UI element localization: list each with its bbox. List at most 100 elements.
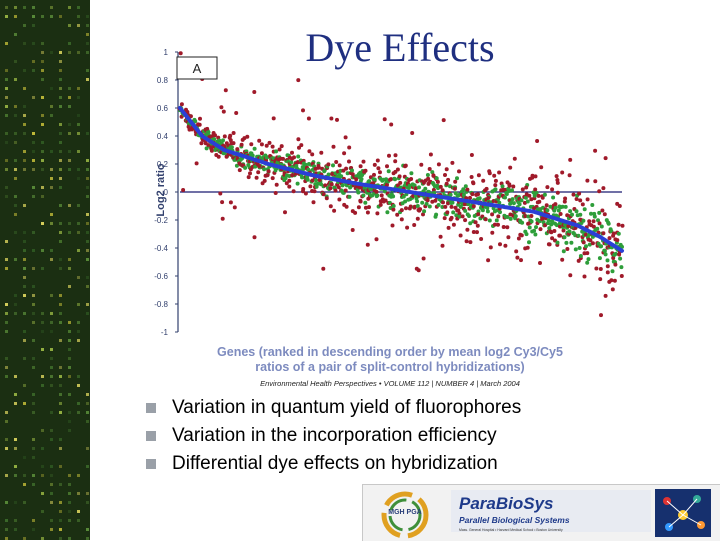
array-spot <box>68 6 71 9</box>
point-replicate2 <box>317 178 322 182</box>
array-spot <box>86 402 89 405</box>
point-replicate1 <box>372 177 377 182</box>
point-replicate2 <box>468 240 473 245</box>
array-spot <box>50 222 53 225</box>
point-replicate2 <box>231 141 236 146</box>
array-spot <box>41 474 44 477</box>
point-replicate2 <box>527 193 532 198</box>
point-replicate1 <box>586 257 591 262</box>
point-replicate2 <box>321 266 326 271</box>
point-replicate2 <box>393 169 398 174</box>
point-replicate2 <box>296 78 301 83</box>
array-spot <box>5 420 8 423</box>
array-spot <box>14 528 17 531</box>
array-spot <box>86 285 89 288</box>
point-replicate2 <box>617 204 622 208</box>
array-spot <box>86 240 89 243</box>
point-replicate1 <box>434 212 439 217</box>
point-replicate1 <box>590 203 595 207</box>
point-replicate1 <box>597 210 602 215</box>
array-spot <box>59 87 62 90</box>
array-spot <box>23 474 26 477</box>
array-spot <box>41 222 44 225</box>
array-spot <box>59 537 62 540</box>
point-replicate2 <box>361 159 366 164</box>
point-replicate2 <box>292 155 296 160</box>
point-replicate2 <box>611 231 616 236</box>
array-spot <box>32 303 35 306</box>
point-replicate2 <box>457 169 461 174</box>
point-replicate2 <box>590 241 595 246</box>
array-spot <box>86 24 89 27</box>
point-replicate1 <box>551 195 556 200</box>
point-replicate2 <box>605 264 610 269</box>
point-replicate1 <box>252 146 257 151</box>
point-replicate2 <box>519 258 523 263</box>
point-replicate2 <box>350 228 355 232</box>
point-replicate2 <box>329 182 334 187</box>
array-spot <box>59 78 62 81</box>
array-spot <box>32 231 35 234</box>
point-replicate2 <box>296 137 301 142</box>
point-replicate1 <box>563 204 568 209</box>
point-replicate2 <box>220 200 225 205</box>
array-spot <box>14 15 17 18</box>
point-replicate1 <box>527 225 532 230</box>
point-replicate2 <box>470 192 475 197</box>
array-spot <box>41 321 44 324</box>
array-spot <box>23 267 26 270</box>
point-replicate1 <box>570 212 574 217</box>
point-replicate2 <box>515 255 520 260</box>
array-spot <box>59 375 62 378</box>
point-replicate2 <box>416 268 421 273</box>
point-replicate2 <box>347 159 351 164</box>
point-replicate2 <box>465 187 470 192</box>
array-spot <box>59 177 62 180</box>
array-spot <box>14 258 17 261</box>
array-spot <box>86 69 89 72</box>
array-spot <box>14 78 17 81</box>
point-replicate2 <box>365 242 370 247</box>
array-spot <box>68 42 71 45</box>
point-replicate1 <box>477 196 482 201</box>
point-replicate2 <box>197 122 202 127</box>
array-spot <box>50 366 53 369</box>
array-spot <box>5 6 8 9</box>
array-spot <box>23 501 26 504</box>
point-replicate1 <box>584 244 588 249</box>
point-replicate2 <box>324 196 329 201</box>
point-replicate2 <box>259 151 264 156</box>
array-spot <box>32 132 35 135</box>
array-spot <box>77 150 80 153</box>
point-replicate2 <box>425 198 430 203</box>
point-replicate2 <box>239 142 244 147</box>
point-replicate2 <box>601 231 606 236</box>
point-replicate2 <box>469 153 474 157</box>
array-spot <box>77 249 80 252</box>
point-replicate2 <box>446 177 451 182</box>
array-spot <box>23 123 26 126</box>
point-replicate2 <box>323 183 328 188</box>
array-spot <box>50 357 53 360</box>
array-spot <box>41 78 44 81</box>
point-replicate1 <box>573 247 578 252</box>
point-replicate1 <box>508 216 513 221</box>
point-replicate1 <box>525 199 530 204</box>
array-spot <box>14 231 17 234</box>
array-spot <box>41 537 44 540</box>
array-spot <box>41 114 44 117</box>
point-replicate2 <box>603 156 608 161</box>
array-spot <box>86 528 89 531</box>
point-replicate2 <box>426 176 431 181</box>
array-spot <box>59 510 62 513</box>
array-spot <box>5 528 8 531</box>
point-replicate2 <box>490 212 495 217</box>
point-replicate2 <box>393 153 398 158</box>
point-replicate2 <box>600 208 605 213</box>
point-replicate1 <box>262 167 267 172</box>
point-replicate2 <box>328 204 333 209</box>
array-spot <box>50 258 53 261</box>
array-spot <box>5 87 8 90</box>
array-spot <box>77 24 80 27</box>
point-replicate2 <box>398 180 403 185</box>
